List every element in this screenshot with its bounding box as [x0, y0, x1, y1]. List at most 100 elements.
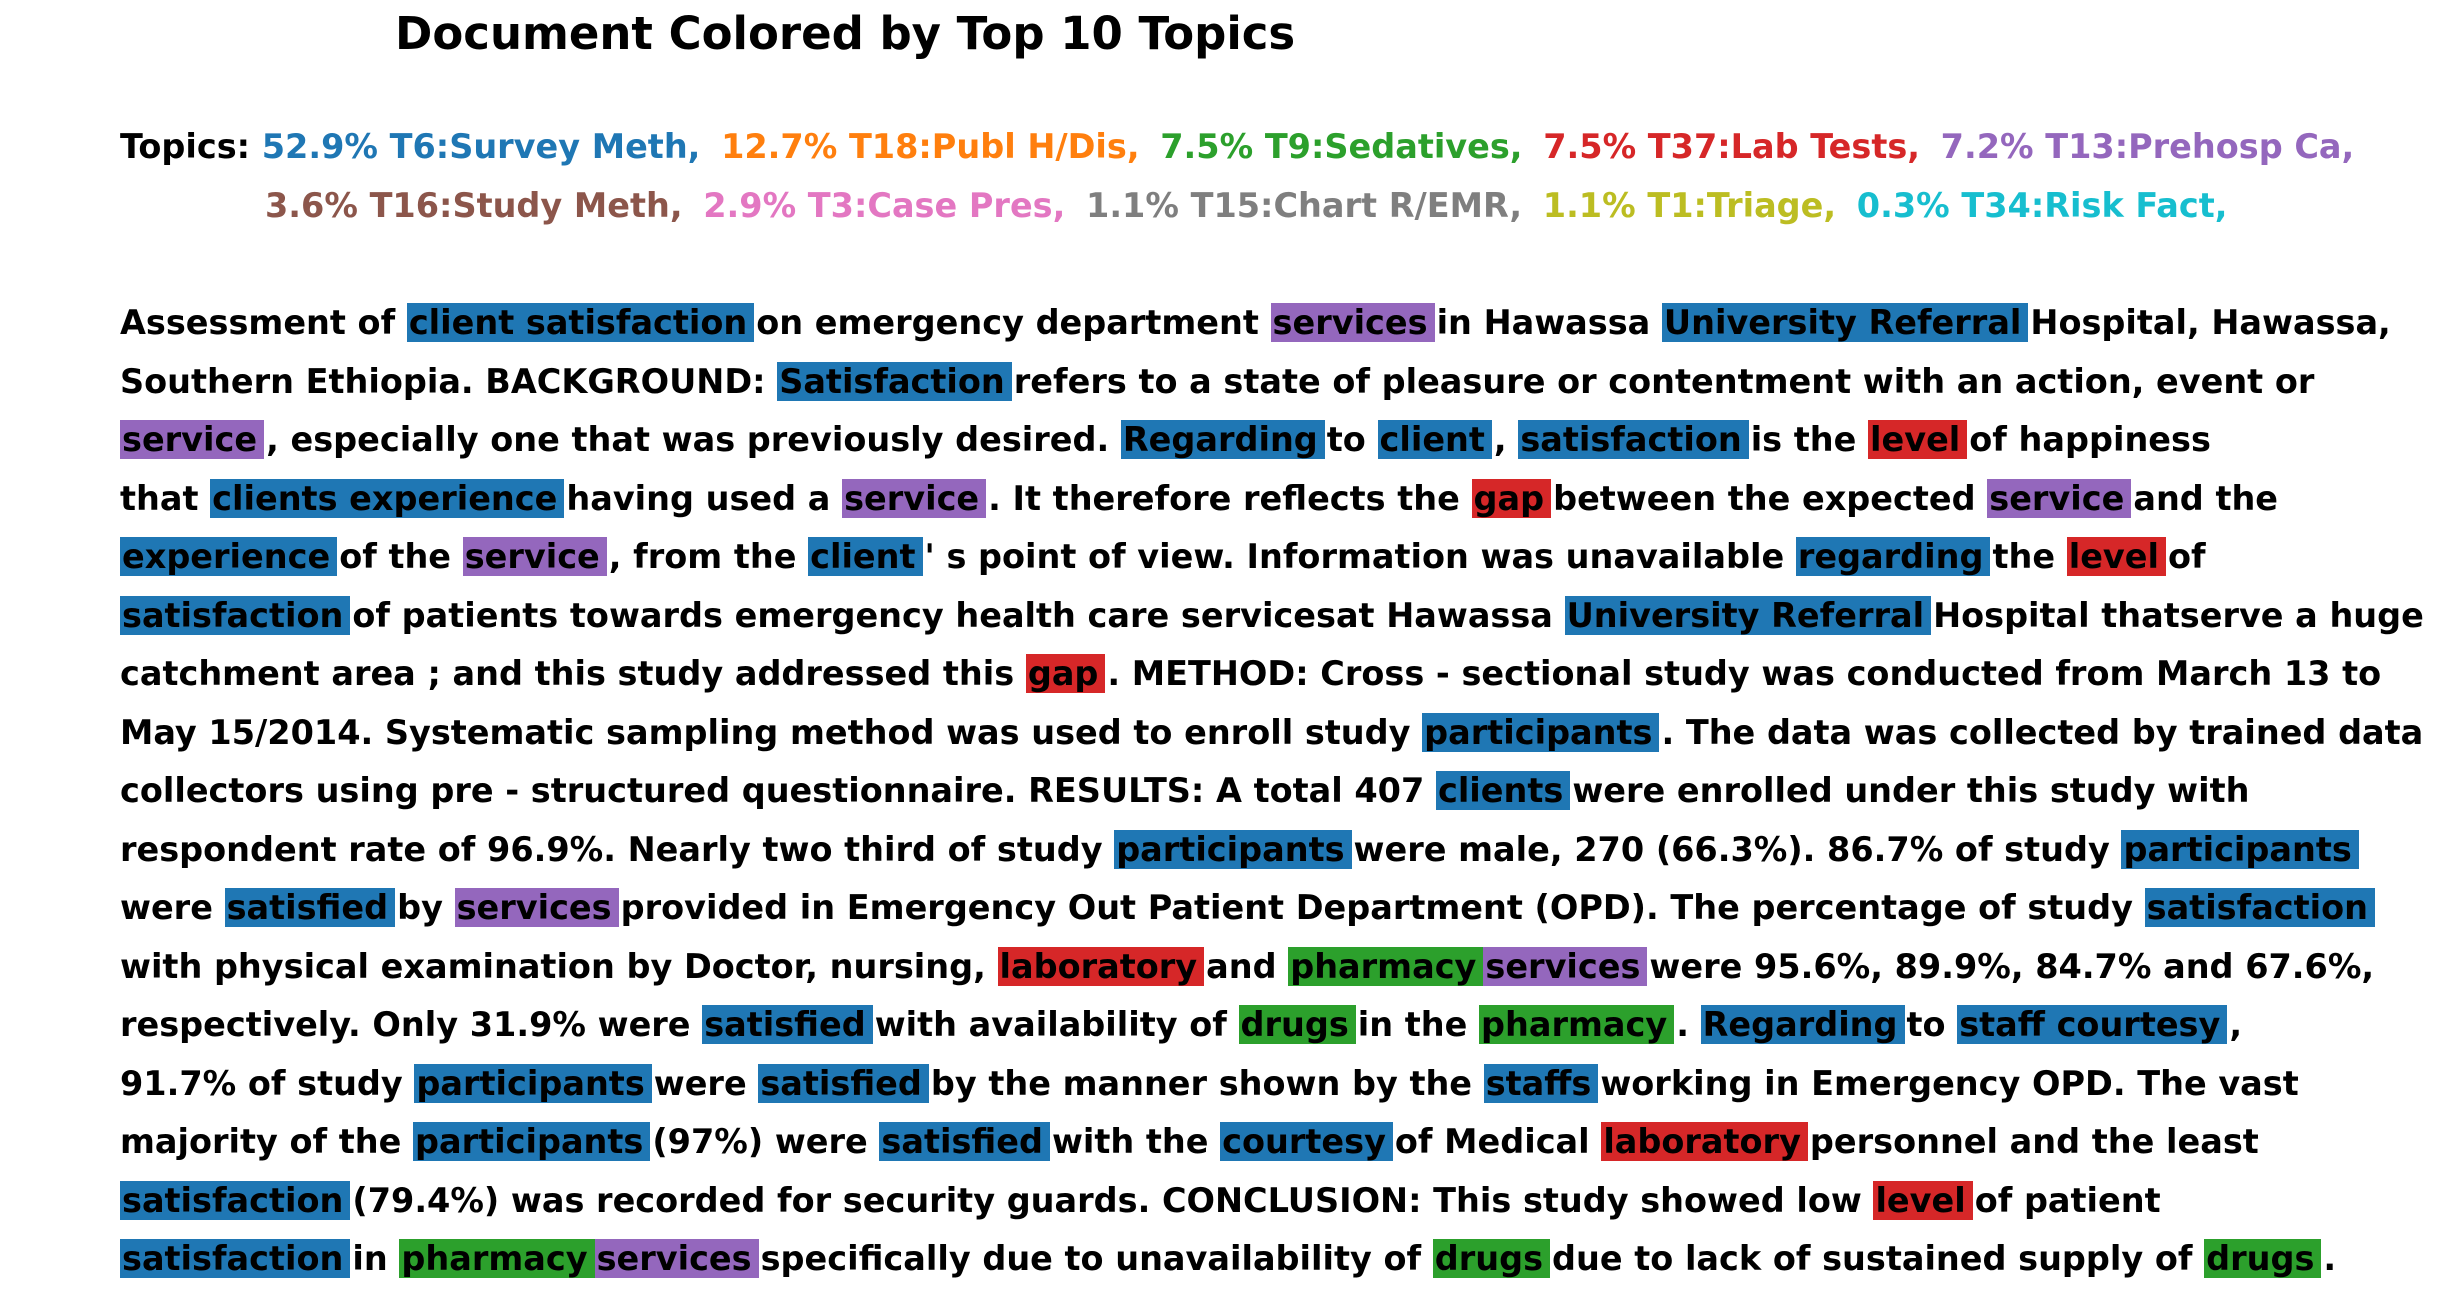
document-text-segment: .	[2323, 1239, 2337, 1278]
page-title: Document Colored by Top 10 Topics	[395, 7, 1296, 60]
document-text-segment: of Medical	[1394, 1122, 1602, 1161]
topic-highlight-t6: experience	[120, 537, 338, 576]
document-line: respectively. Only 31.9% were satisfied w…	[120, 998, 2242, 1052]
topic-highlight-t13: services	[1270, 303, 1435, 342]
document-text-segment: Southern Ethiopia. BACKGROUND:	[120, 361, 778, 401]
topics-legend-line-1: Topics: 52.9% T6:Survey Meth, 12.7% T18:…	[120, 122, 2363, 172]
document-text-segment: by	[397, 888, 455, 927]
document-text-segment: personnel and the least	[1809, 1122, 2259, 1161]
topic-highlight-t37: level	[1873, 1180, 1973, 1220]
topic-highlight-t6: satisfaction	[120, 595, 351, 635]
document-line: satisfaction (79.4%) was recorded for sec…	[120, 1174, 2161, 1228]
topic-highlight-t6: Regarding	[1700, 1005, 1905, 1044]
document-text-segment: Hospital, Hawassa,	[2030, 303, 2391, 342]
topic-legend-item: 12.7% T18:Publ H/Dis,	[721, 127, 1140, 166]
document-text-segment: provided in Emergency Out Patient Depart…	[620, 888, 2145, 927]
document-text-segment: (97%) were	[652, 1122, 880, 1161]
topics-items: 52.9% T6:Survey Meth, 12.7% T18:Publ H/D…	[262, 127, 2364, 166]
document-text-segment: with availability of	[874, 1005, 1239, 1044]
topic-legend-item: 7.5% T37:Lab Tests,	[1543, 127, 1920, 166]
document-text-segment: , especially one that was previously des…	[266, 420, 1121, 459]
document-text-segment: in the	[1357, 1005, 1480, 1044]
document-text-segment: due to lack of sustained supply of	[1552, 1239, 2205, 1278]
topic-legend-item: 3.6% T16:Study Meth,	[265, 186, 683, 225]
topic-highlight-t13: services	[454, 888, 619, 927]
document-text-segment: refers to a state of pleasure or content…	[1013, 361, 2315, 401]
document-text-segment: ,	[2229, 1005, 2243, 1044]
topic-highlight-t6: satisfaction	[120, 1239, 351, 1278]
topic-highlight-t6: satisfaction	[1518, 420, 1749, 459]
document-line: 91.7% of study participants were satisfie…	[120, 1057, 2299, 1111]
topic-highlight-t6: client	[1377, 420, 1492, 459]
document-line: majority of the participants (97%) were s…	[120, 1115, 2259, 1169]
topic-highlight-t13: service	[462, 537, 607, 576]
document-text-segment: 91.7% of study	[120, 1063, 415, 1103]
document-text-segment: were	[653, 1063, 759, 1103]
document-text-segment: in Hawassa	[1436, 303, 1662, 342]
document-text-segment: by the manner shown by the	[930, 1063, 1484, 1103]
document-text-segment: ' s point of view. Information was unava…	[924, 537, 1796, 576]
document-text-segment: , from the	[608, 537, 809, 576]
document-text-segment: were male, 270 (66.3%). 86.7% of study	[1353, 829, 2122, 869]
topic-highlight-t6: clients	[1435, 771, 1571, 810]
topic-highlight-t9: drugs	[2204, 1239, 2322, 1278]
topic-highlight-t6: participants	[414, 1063, 652, 1103]
topic-highlight-t6: participants	[1422, 712, 1660, 752]
document-text-segment: having used a	[566, 478, 843, 518]
topic-highlight-t9: drugs	[1238, 1005, 1356, 1044]
topic-highlight-t13: service	[842, 478, 987, 518]
document-text-segment: May 15/2014. Systematic sampling method …	[120, 712, 1423, 752]
topic-highlight-t6: participants	[413, 1122, 651, 1161]
topic-highlight-t9: pharmacy	[1288, 946, 1484, 986]
topic-highlight-t6: clients experience	[210, 478, 565, 518]
document-text-segment: in	[352, 1239, 400, 1278]
document-text-segment: and the	[2133, 478, 2279, 518]
document-line: were satisfied by services provided in Eme…	[120, 881, 2377, 935]
document-text-segment: .	[1676, 1005, 1701, 1044]
topic-highlight-t13: services	[594, 1239, 759, 1278]
topic-highlight-t6: Satisfaction	[777, 361, 1012, 401]
document-line: collectors using pre - structured questi…	[120, 764, 2249, 818]
topic-highlight-t6: regarding	[1795, 537, 1991, 576]
document-text-segment: of the	[339, 537, 463, 576]
topic-highlight-t6: satisfied	[879, 1122, 1050, 1161]
document-text-segment: on emergency department	[756, 303, 1271, 342]
topic-highlight-t9: pharmacy	[399, 1239, 595, 1278]
document-line: experience of the service, from the clien…	[120, 530, 2206, 584]
document-text-segment: of patient	[1974, 1180, 2161, 1220]
topic-highlight-t6: satisfied	[758, 1063, 929, 1103]
document-text-segment: collectors using pre - structured questi…	[120, 771, 1436, 810]
topic-highlight-t37: laboratory	[997, 946, 1205, 986]
document-text-segment: that	[120, 478, 211, 518]
topic-highlight-t13: service	[1987, 478, 2132, 518]
document-text-segment: working in Emergency OPD. The vast	[1600, 1063, 2299, 1103]
document-line: satisfaction of patients towards emergenc…	[120, 589, 2424, 643]
topic-highlight-t6: Regarding	[1120, 420, 1325, 459]
topic-highlight-t6: University Referral	[1564, 595, 1932, 635]
topics-items: 3.6% T16:Study Meth, 2.9% T3:Case Pres, …	[265, 186, 2237, 225]
document-text-segment: of happiness	[1969, 420, 2211, 459]
document-text-segment: of patients towards emergency health car…	[352, 595, 1565, 635]
topic-highlight-t37: gap	[1471, 478, 1552, 518]
topic-highlight-t6: satisfaction	[120, 1180, 351, 1220]
topic-highlight-t6: client	[808, 537, 923, 576]
topic-legend-item: 52.9% T6:Survey Meth,	[261, 127, 701, 166]
document-text-segment: with the	[1051, 1122, 1221, 1161]
topics-legend-line-2: 3.6% T16:Study Meth, 2.9% T3:Case Pres, …	[265, 181, 2237, 231]
topic-legend-item: 7.2% T13:Prehosp Ca,	[1940, 127, 2355, 166]
document-text-segment: Hospital thatserve a huge	[1933, 595, 2424, 635]
topic-highlight-t9: pharmacy	[1479, 1005, 1675, 1044]
document-text-segment: were	[120, 888, 225, 927]
topic-legend-item: 0.3% T34:Risk Fact,	[1856, 186, 2228, 225]
topic-highlight-t13: services	[1483, 946, 1648, 986]
document-text-segment: ,	[1493, 420, 1519, 459]
document-text-segment: respectively. Only 31.9% were	[120, 1005, 703, 1044]
document-text-segment: to	[1326, 420, 1378, 459]
document-text-segment: the	[1992, 537, 2067, 576]
document-text-segment: were enrolled under this study with	[1572, 771, 2250, 810]
document-text-segment: to	[1906, 1005, 1958, 1044]
topic-highlight-t6: staffs	[1483, 1063, 1599, 1103]
document-text-segment: of	[2167, 537, 2206, 576]
topic-highlight-t6: staff courtesy	[1957, 1005, 2228, 1044]
document-text-segment: catchment area ; and this study addresse…	[120, 654, 1026, 693]
